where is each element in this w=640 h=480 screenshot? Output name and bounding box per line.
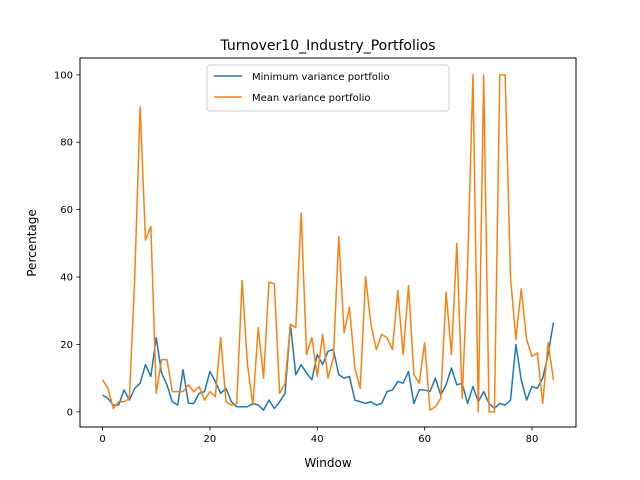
chart-title: Turnover10_Industry_Portfolios [219,38,435,54]
legend-entry-min-variance: Minimum variance portfolio [252,72,390,83]
legend-box [206,64,450,112]
x-tick-label: 40 [311,434,324,445]
x-tick-label: 60 [418,434,431,445]
x-tick-label: 20 [204,434,217,445]
x-tick-label: 0 [99,434,105,445]
y-axis-label: Percentage [25,209,39,277]
y-tick-label: 60 [60,205,73,216]
series-line-mean-variance-portfolio [101,74,555,413]
y-tick-label: 0 [67,407,73,418]
axis-ticks: 0 20 40 60 80 0 20 40 60 80 100 [54,70,538,445]
x-axis-label: Window [304,456,352,470]
y-tick-label: 100 [54,70,73,81]
y-tick-label: 40 [60,273,73,284]
axes-frame [79,57,577,428]
legend: Minimum variance portfolio Mean variance… [206,64,450,112]
x-tick-label: 80 [526,434,539,445]
y-tick-label: 80 [60,138,73,149]
y-tick-label: 20 [60,340,73,351]
legend-entry-mean-variance: Mean variance portfolio [252,93,370,104]
plot-area [101,74,555,413]
